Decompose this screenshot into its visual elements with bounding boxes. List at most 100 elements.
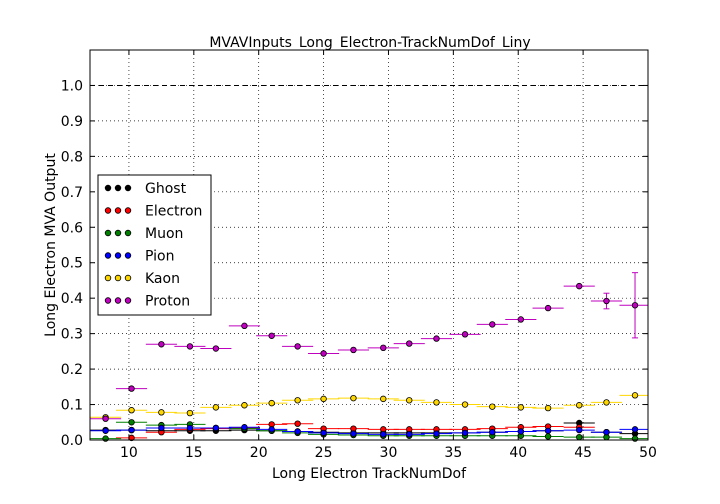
legend-marker	[104, 297, 112, 304]
x-tick-label: 40	[509, 445, 527, 461]
data-point	[186, 343, 194, 350]
x-axis-label: Long Electron TrackNumDof	[272, 466, 467, 482]
data-point	[433, 335, 440, 342]
x-tick-label: 45	[574, 445, 592, 461]
data-point	[102, 427, 109, 434]
data-point	[461, 401, 469, 408]
data-point	[268, 332, 275, 339]
y-tick-label: 0.5	[61, 256, 83, 272]
legend-label: Muon	[145, 226, 183, 242]
legend-marker	[104, 184, 112, 192]
x-tick-label: 25	[315, 445, 333, 461]
data-point	[406, 431, 413, 438]
data-point	[489, 321, 496, 328]
data-point	[128, 407, 135, 414]
data-point	[433, 430, 440, 437]
legend-marker	[104, 229, 112, 237]
legend-marker	[124, 252, 132, 259]
data-point	[102, 435, 109, 442]
y-tick-label: 1.0	[61, 78, 83, 94]
data-point	[576, 282, 583, 290]
data-point	[186, 409, 194, 417]
data-point	[102, 415, 109, 422]
data-point	[406, 340, 413, 347]
legend-marker	[114, 252, 122, 259]
y-axis-label: Long Electron MVA Output	[43, 153, 59, 337]
data-point	[544, 433, 552, 440]
series-kaon	[90, 392, 648, 421]
legend-entry-electron: Electron	[104, 204, 202, 220]
data-point	[433, 399, 440, 406]
data-point	[350, 430, 357, 437]
y-tick-label: 0.8	[61, 149, 83, 165]
data-point	[631, 435, 639, 442]
data-point	[576, 426, 583, 434]
data-point	[294, 343, 301, 350]
legend-marker	[124, 274, 132, 282]
legend-marker	[124, 207, 132, 214]
legend-entry-proton: Proton	[104, 294, 190, 310]
data-point	[241, 424, 248, 431]
legend-marker	[114, 297, 122, 304]
series-pion	[90, 424, 648, 438]
y-tick-label: 0.6	[61, 220, 83, 236]
data-point	[158, 341, 165, 348]
data-point	[294, 397, 301, 404]
legend-box	[97, 174, 212, 316]
y-tick-label: 0.4	[61, 291, 83, 307]
y-tick-label: 0.0	[61, 433, 83, 449]
legend-label: Kaon	[145, 271, 180, 287]
data-point	[603, 399, 610, 406]
data-point	[320, 395, 327, 403]
data-point	[268, 426, 275, 433]
legend-entries: Ghost Electron Muon Pion Kaon Proton	[104, 181, 202, 310]
legend-marker	[124, 297, 132, 304]
data-point	[631, 302, 639, 309]
data-point	[241, 402, 248, 409]
data-point	[241, 322, 248, 330]
legend-marker	[114, 184, 122, 192]
y-tick-label: 0.7	[61, 185, 83, 201]
legend-marker	[114, 229, 122, 237]
y-tick-label: 0.3	[61, 327, 83, 343]
data-point	[576, 402, 583, 409]
data-point	[544, 427, 552, 434]
legend-entry-ghost: Ghost	[104, 181, 187, 197]
x-tick-label: 20	[250, 445, 268, 461]
legend-label: Ghost	[145, 181, 187, 197]
data-point	[603, 429, 610, 436]
plot-frame	[89, 49, 649, 441]
data-point	[631, 426, 639, 433]
x-tick-label: 15	[185, 445, 203, 461]
data-point	[380, 395, 387, 403]
series-proton	[90, 272, 648, 422]
axis-ticks: 10 15 20 25 30 35 40 45 50 0.0 0.1 0.2 0.3 0.4 0.5 0.6 0…	[61, 50, 657, 461]
data-point	[294, 428, 301, 435]
data-point	[128, 385, 135, 392]
data-point	[320, 429, 327, 437]
data-point	[268, 399, 275, 407]
data-point	[294, 420, 301, 427]
data-series	[90, 272, 648, 442]
data-point	[380, 344, 387, 352]
data-point	[186, 424, 194, 432]
legend-marker	[104, 252, 112, 259]
y-tick-label: 0.2	[61, 362, 83, 378]
legend-marker	[114, 274, 122, 282]
data-point	[320, 350, 327, 357]
legend-label: Pion	[145, 249, 174, 265]
x-tick-label: 10	[120, 445, 138, 461]
data-point	[489, 403, 496, 410]
legend: Ghost Electron Muon Pion Kaon Proton	[97, 174, 212, 316]
legend-entry-kaon: Kaon	[104, 271, 180, 287]
data-point	[461, 429, 469, 437]
data-point	[544, 404, 552, 412]
legend-entry-pion: Pion	[104, 249, 174, 265]
data-point	[544, 304, 552, 312]
x-tick-label: 30	[380, 445, 398, 461]
data-point	[350, 346, 357, 354]
data-point	[380, 431, 387, 438]
data-point	[631, 392, 639, 399]
data-point	[212, 404, 220, 411]
